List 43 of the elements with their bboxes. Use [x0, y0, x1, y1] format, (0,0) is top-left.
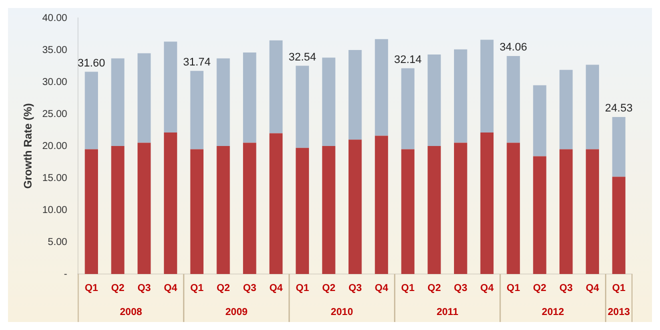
x-tick-label: Q1 [296, 282, 310, 294]
total-label: 34.06 [500, 42, 528, 54]
y-axis-title: Growth Rate (%) [22, 102, 35, 189]
text: 2012 [542, 306, 564, 318]
x-tick-label: Q3 [242, 282, 257, 294]
x-tick-label: Q1 [612, 282, 626, 294]
total-label: 31.74 [183, 56, 211, 68]
x-tick-label: Q3 [454, 282, 468, 294]
x-tick-label: Q2 [533, 282, 547, 294]
y-tick-label: 15.00 [42, 172, 68, 184]
text: 2009 [225, 306, 248, 318]
x-tick-label: Q1 [506, 282, 520, 294]
y-tick-label: 30.00 [42, 76, 68, 88]
x-tick-label: Q1 [190, 282, 204, 294]
x-tick-label: Q4 [586, 282, 600, 294]
total-label: 24.53 [605, 102, 633, 115]
text: 2013 [608, 306, 630, 318]
x-tick-label: Q2 [216, 282, 230, 294]
y-tick-label: 35.00 [42, 44, 68, 56]
x-tick-label: Q4 [164, 282, 178, 294]
y-tick-label: 25.00 [42, 108, 68, 120]
x-tick-label: Q2 [428, 282, 442, 294]
y-tick-label: - [64, 268, 68, 280]
text: 2010 [330, 306, 354, 318]
y-tick-label: 5.00 [48, 236, 68, 248]
x-tick-label: Q4 [480, 282, 494, 294]
x-tick-label: Q3 [348, 282, 362, 294]
x-tick-label: Q2 [111, 282, 125, 294]
text: 2008 [120, 306, 143, 318]
total-label: 32.14 [394, 54, 422, 66]
y-tick-label: 40.00 [42, 12, 68, 24]
x-tick-label: Q1 [401, 282, 415, 294]
y-tick-label: 20.00 [42, 140, 68, 152]
y-tick-label: 10.00 [42, 204, 68, 216]
x-tick-label: Q2 [322, 282, 336, 294]
total-label: 32.54 [288, 51, 316, 64]
x-tick-label: Q4 [374, 282, 389, 294]
x-tick-label: Q4 [269, 282, 284, 294]
text: 2011 [436, 306, 459, 318]
x-tick-label: Q3 [137, 282, 152, 294]
x-tick-label: Q3 [559, 282, 574, 294]
total-label: 31.60 [78, 57, 106, 70]
x-tick-label: Q1 [84, 282, 99, 294]
